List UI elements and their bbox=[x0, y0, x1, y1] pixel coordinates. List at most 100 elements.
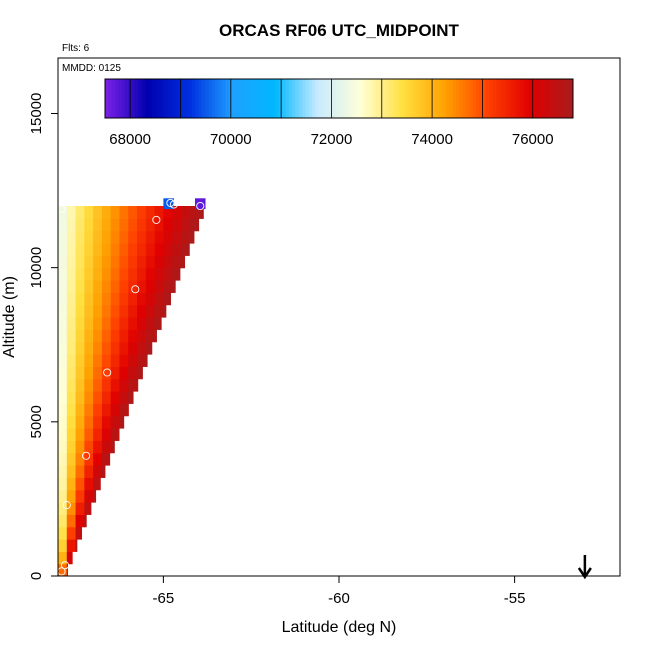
heatmap-cell bbox=[154, 267, 164, 281]
x-axis-label: Latitude (deg N) bbox=[282, 619, 397, 636]
heatmap-cell bbox=[163, 218, 173, 232]
colorbar-segment bbox=[375, 79, 380, 118]
heatmap-cell bbox=[93, 465, 103, 478]
colorbar-segment bbox=[456, 79, 460, 118]
heatmap-cell bbox=[137, 304, 147, 318]
heatmap-cell bbox=[93, 329, 103, 343]
colorbar-segment bbox=[442, 79, 447, 118]
heatmap-cell bbox=[163, 292, 172, 306]
heatmap-cell bbox=[154, 317, 162, 330]
heatmap-cell bbox=[84, 489, 94, 503]
heatmap-cell bbox=[66, 539, 77, 552]
heatmap-cell bbox=[145, 230, 156, 244]
colorbar-segment bbox=[168, 79, 173, 118]
colorbar-segment bbox=[365, 79, 370, 118]
heatmap-cell bbox=[66, 366, 77, 380]
heatmap-cell bbox=[189, 206, 200, 219]
heatmap-cell bbox=[58, 366, 68, 380]
colorbar-segment bbox=[409, 79, 414, 118]
heatmap-cell bbox=[66, 440, 77, 454]
colorbar-segment bbox=[415, 79, 420, 118]
colorbar-segment bbox=[248, 79, 253, 118]
heatmap-cell bbox=[101, 218, 112, 232]
heatmap-cell bbox=[75, 354, 85, 367]
heatmap-cell bbox=[66, 304, 77, 318]
y-tick-label: 0 bbox=[28, 572, 45, 580]
heatmap-cell bbox=[110, 440, 115, 454]
heatmap-cell bbox=[172, 255, 182, 269]
heatmap-cell bbox=[110, 378, 121, 392]
heatmap-cell bbox=[145, 304, 156, 318]
heatmap-cell bbox=[75, 292, 85, 306]
colorbar-segment bbox=[405, 79, 410, 118]
heatmap-cell bbox=[75, 440, 85, 454]
colorbar-segment bbox=[125, 79, 129, 118]
heatmap-cell bbox=[119, 329, 129, 343]
heatmap-cell bbox=[84, 243, 94, 256]
heatmap-cell bbox=[93, 280, 103, 293]
colorbar-segment bbox=[272, 79, 276, 118]
heatmap-cell bbox=[154, 230, 164, 244]
colorbar-segment bbox=[382, 79, 387, 118]
heatmap-cell bbox=[154, 329, 157, 343]
heatmap-cell bbox=[84, 292, 94, 306]
track-point bbox=[166, 198, 175, 207]
colorbar-segment bbox=[242, 79, 246, 118]
heatmap-cell bbox=[137, 255, 147, 269]
heatmap-cell bbox=[137, 366, 143, 380]
heatmap-cell bbox=[145, 354, 148, 367]
heatmap-patch bbox=[194, 198, 206, 210]
heatmap-cell bbox=[110, 317, 121, 330]
heatmap-cell bbox=[101, 243, 112, 256]
colorbar-segment bbox=[332, 79, 337, 118]
colorbar-tick-label: 76000 bbox=[512, 131, 554, 148]
heatmap-cell bbox=[101, 317, 112, 330]
heatmap-cell bbox=[93, 292, 103, 306]
colorbar-segment bbox=[325, 79, 330, 118]
heatmap-cell bbox=[84, 329, 94, 343]
heatmap-cell bbox=[137, 354, 147, 367]
heatmap-cell bbox=[128, 206, 138, 219]
heatmap-cell bbox=[172, 267, 181, 281]
heatmap-cell bbox=[66, 403, 77, 417]
heatmap-cell bbox=[75, 280, 85, 293]
heatmap-cell bbox=[145, 317, 156, 330]
heatmap-cell bbox=[119, 243, 129, 256]
heatmap-cell bbox=[189, 218, 200, 232]
heatmap-cell bbox=[93, 304, 103, 318]
colorbar-segment bbox=[389, 79, 393, 118]
heatmap-cell bbox=[58, 341, 68, 355]
heatmap-cell bbox=[66, 502, 77, 515]
heatmap-cell bbox=[110, 391, 121, 404]
heatmap-cell bbox=[163, 243, 173, 256]
heatmap-cell bbox=[119, 341, 129, 355]
heatmap-cell bbox=[137, 230, 147, 244]
track-point bbox=[103, 368, 112, 377]
heatmap-cell bbox=[93, 267, 103, 281]
colorbar-segment bbox=[165, 79, 170, 118]
x-tick-label: -65 bbox=[153, 590, 175, 607]
heatmap-cell bbox=[75, 243, 85, 256]
heatmap-cell bbox=[93, 218, 103, 232]
heatmap-cell bbox=[93, 489, 97, 503]
colorbar-segment bbox=[496, 79, 500, 118]
heatmap-cell bbox=[128, 329, 138, 343]
colorbar-segment bbox=[295, 79, 300, 118]
colorbar-segment bbox=[151, 79, 156, 118]
heatmap-cell bbox=[145, 280, 156, 293]
track-point bbox=[196, 201, 205, 211]
colorbar-segment bbox=[121, 79, 126, 118]
heatmap-cell bbox=[58, 551, 68, 565]
colorbar-segment bbox=[328, 79, 333, 118]
heatmap-cell bbox=[101, 428, 112, 441]
colorbar-segment bbox=[115, 79, 119, 118]
heatmap-cell bbox=[110, 206, 121, 219]
heatmap-cell bbox=[58, 255, 68, 269]
heatmap-cell bbox=[119, 317, 129, 330]
heatmap-cell bbox=[180, 243, 190, 256]
y-tick-label: 15000 bbox=[28, 93, 45, 135]
heatmap-cell bbox=[128, 243, 138, 256]
y-axis: 0 5000 10000 15000 bbox=[28, 93, 58, 580]
colorbar-segment bbox=[372, 79, 377, 118]
